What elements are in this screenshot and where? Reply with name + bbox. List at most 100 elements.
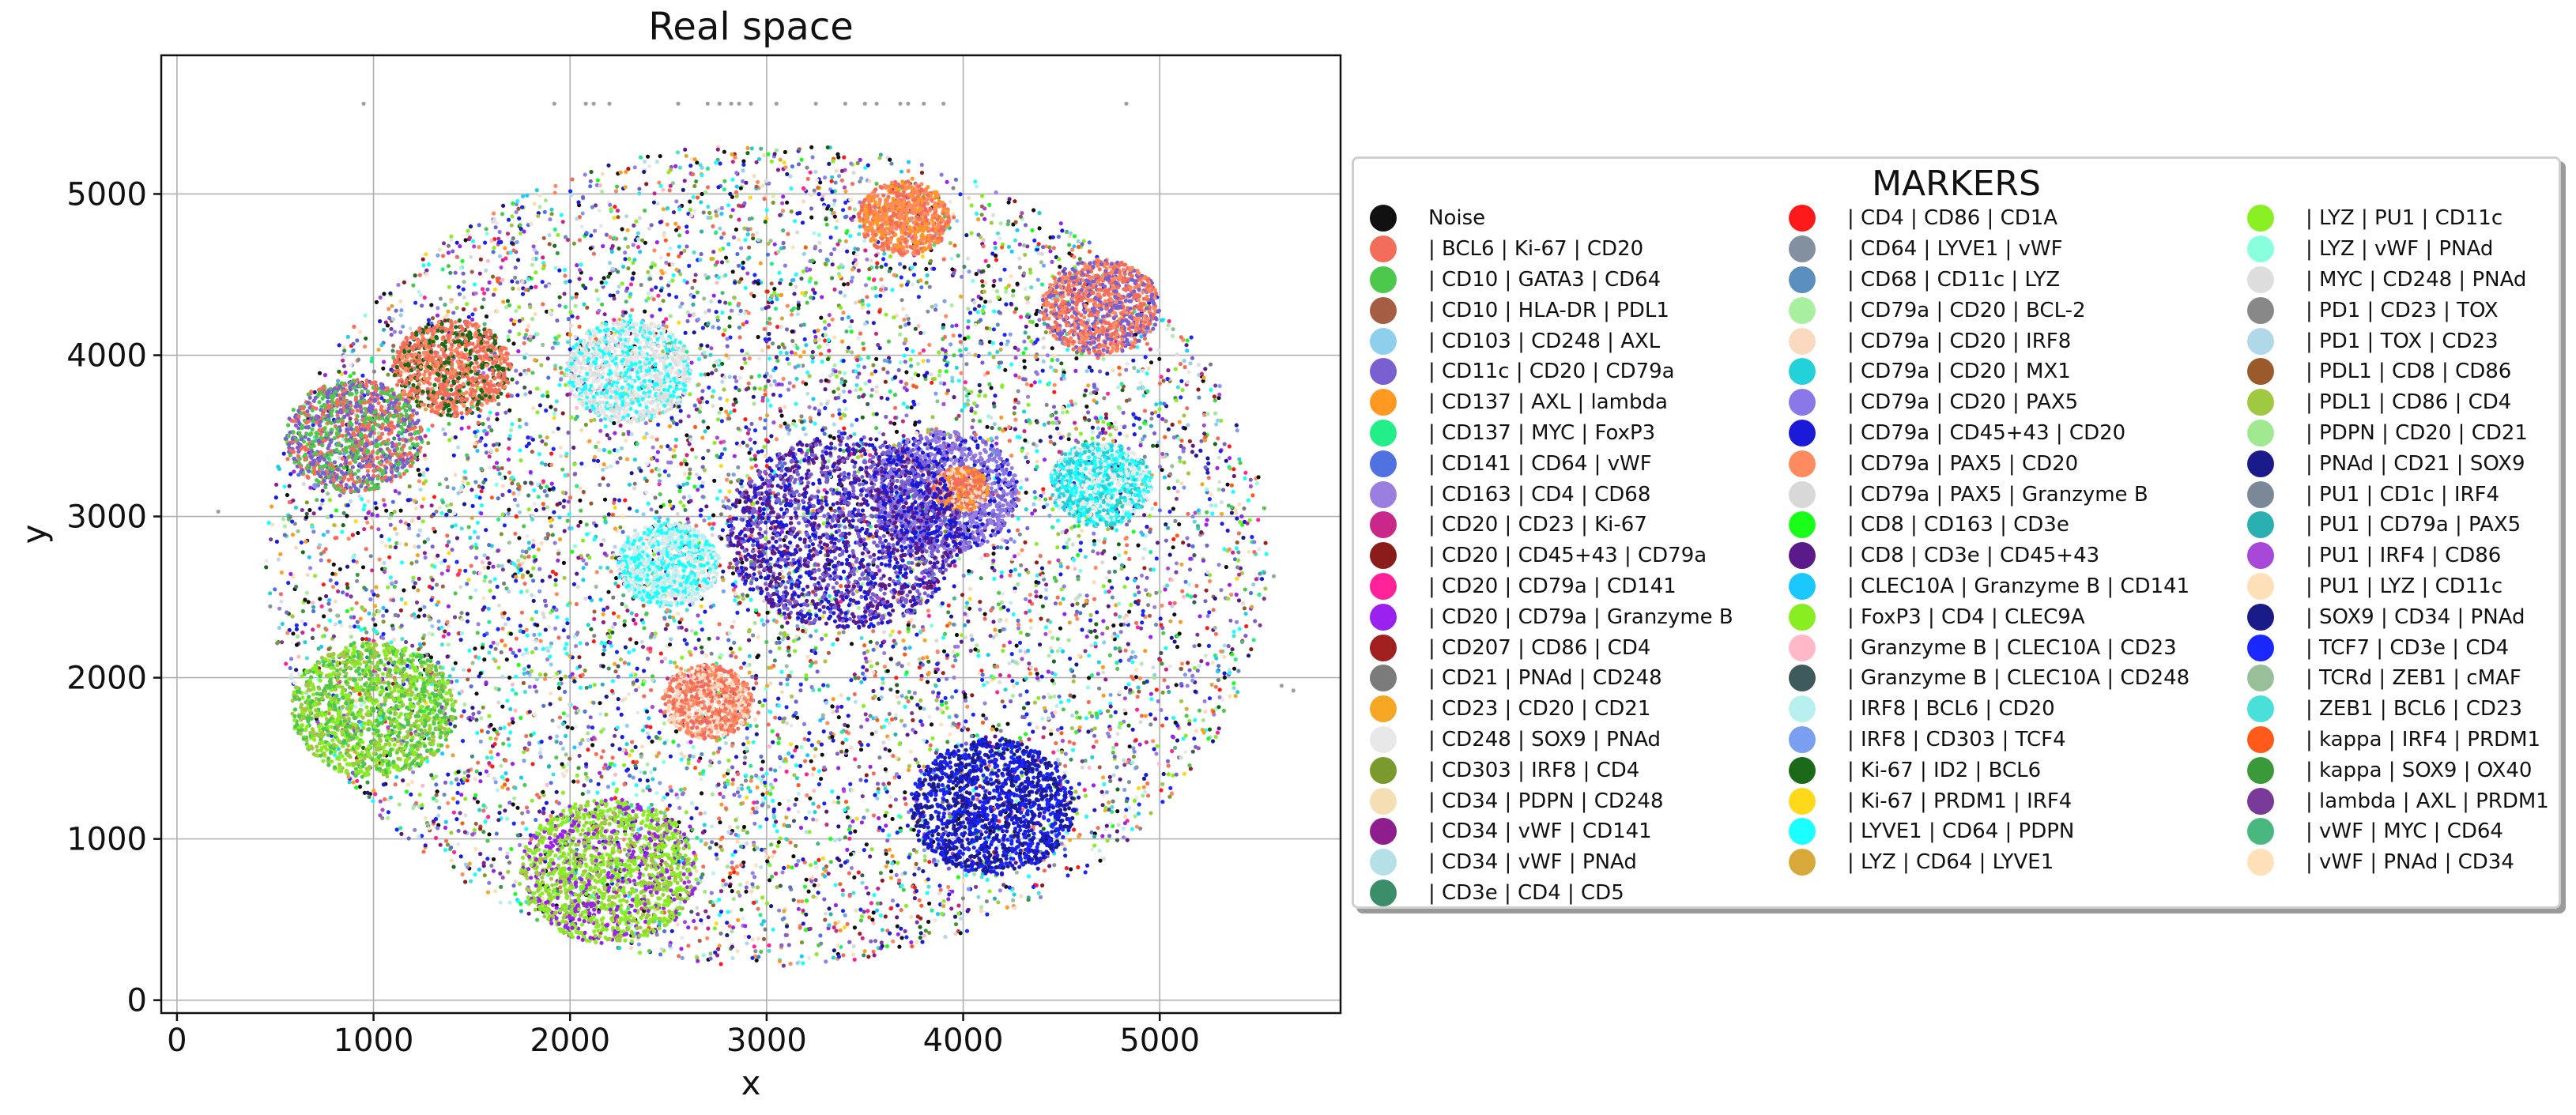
data-point xyxy=(1029,285,1033,289)
data-point xyxy=(700,650,704,654)
data-point xyxy=(1087,700,1091,704)
data-point xyxy=(358,785,362,789)
data-point xyxy=(1182,485,1186,489)
data-point xyxy=(526,810,530,814)
data-point xyxy=(455,791,459,795)
data-point xyxy=(1101,420,1105,424)
data-point xyxy=(1175,773,1179,777)
data-point xyxy=(445,533,449,537)
data-point xyxy=(854,383,858,387)
data-point xyxy=(574,868,578,872)
data-point xyxy=(758,825,762,829)
data-point xyxy=(1056,518,1060,522)
data-point xyxy=(1040,282,1044,286)
data-point xyxy=(515,281,519,284)
data-point xyxy=(764,817,768,821)
data-point xyxy=(525,194,529,198)
data-point xyxy=(745,885,749,889)
data-point xyxy=(756,885,760,889)
data-point xyxy=(956,903,960,907)
data-point xyxy=(637,186,641,190)
data-point xyxy=(710,840,714,844)
data-point xyxy=(364,631,368,635)
data-point xyxy=(916,373,920,377)
data-point xyxy=(365,781,369,785)
data-point xyxy=(783,264,787,268)
data-point xyxy=(598,566,602,570)
data-point xyxy=(794,863,798,867)
data-point xyxy=(483,873,487,877)
data-point xyxy=(387,316,391,320)
data-point xyxy=(476,761,480,765)
data-point xyxy=(1015,228,1019,232)
data-point xyxy=(920,940,924,944)
data-point xyxy=(907,690,911,694)
data-point xyxy=(716,208,720,212)
data-point xyxy=(745,146,749,150)
data-point xyxy=(1180,590,1184,593)
data-point xyxy=(1210,511,1214,515)
data-point xyxy=(511,762,515,766)
data-point xyxy=(991,213,995,217)
data-point xyxy=(1182,461,1186,465)
data-point xyxy=(506,787,510,791)
data-point xyxy=(832,800,836,804)
data-point xyxy=(786,807,790,811)
data-point xyxy=(579,262,583,266)
data-point xyxy=(789,724,793,728)
data-point xyxy=(490,764,494,768)
data-point xyxy=(550,212,554,216)
data-point xyxy=(952,395,956,399)
data-point xyxy=(725,921,729,925)
data-point xyxy=(686,925,690,929)
data-point xyxy=(866,808,869,812)
data-point xyxy=(1040,717,1044,721)
data-point xyxy=(1040,567,1044,571)
data-point xyxy=(1154,591,1158,595)
data-point xyxy=(1072,695,1076,699)
data-point xyxy=(848,894,852,898)
data-point xyxy=(1052,442,1056,446)
data-point xyxy=(756,936,760,940)
data-point xyxy=(829,208,833,212)
data-point xyxy=(1022,706,1026,710)
data-point xyxy=(519,590,523,593)
data-point xyxy=(1017,573,1021,577)
data-point xyxy=(373,501,377,505)
data-point xyxy=(950,257,954,261)
data-point xyxy=(304,622,307,626)
data-point xyxy=(912,848,916,852)
data-point xyxy=(654,516,658,520)
data-point xyxy=(685,628,688,632)
data-point xyxy=(632,618,636,622)
data-point xyxy=(311,601,315,605)
data-point xyxy=(706,205,710,209)
data-point xyxy=(862,816,866,819)
data-point xyxy=(421,258,425,262)
data-point xyxy=(443,303,447,307)
data-point xyxy=(296,529,300,533)
data-point xyxy=(1007,245,1011,249)
data-point xyxy=(772,823,776,827)
data-point xyxy=(718,299,722,303)
data-point xyxy=(596,459,600,463)
data-point xyxy=(967,196,971,200)
data-point xyxy=(1013,411,1016,415)
data-point xyxy=(461,480,465,484)
data-point xyxy=(804,382,808,386)
data-point xyxy=(843,913,847,917)
data-point xyxy=(1214,735,1218,739)
data-point xyxy=(825,223,829,227)
data-point xyxy=(1024,732,1028,736)
data-point xyxy=(1086,685,1090,689)
points xyxy=(217,102,1296,968)
data-point xyxy=(1188,361,1192,365)
data-point xyxy=(730,956,734,960)
data-point xyxy=(605,465,609,469)
data-point xyxy=(578,325,582,329)
data-point xyxy=(706,449,710,453)
data-point xyxy=(816,669,820,673)
data-point xyxy=(1179,362,1182,366)
data-point xyxy=(1046,353,1050,357)
data-point xyxy=(569,323,573,327)
